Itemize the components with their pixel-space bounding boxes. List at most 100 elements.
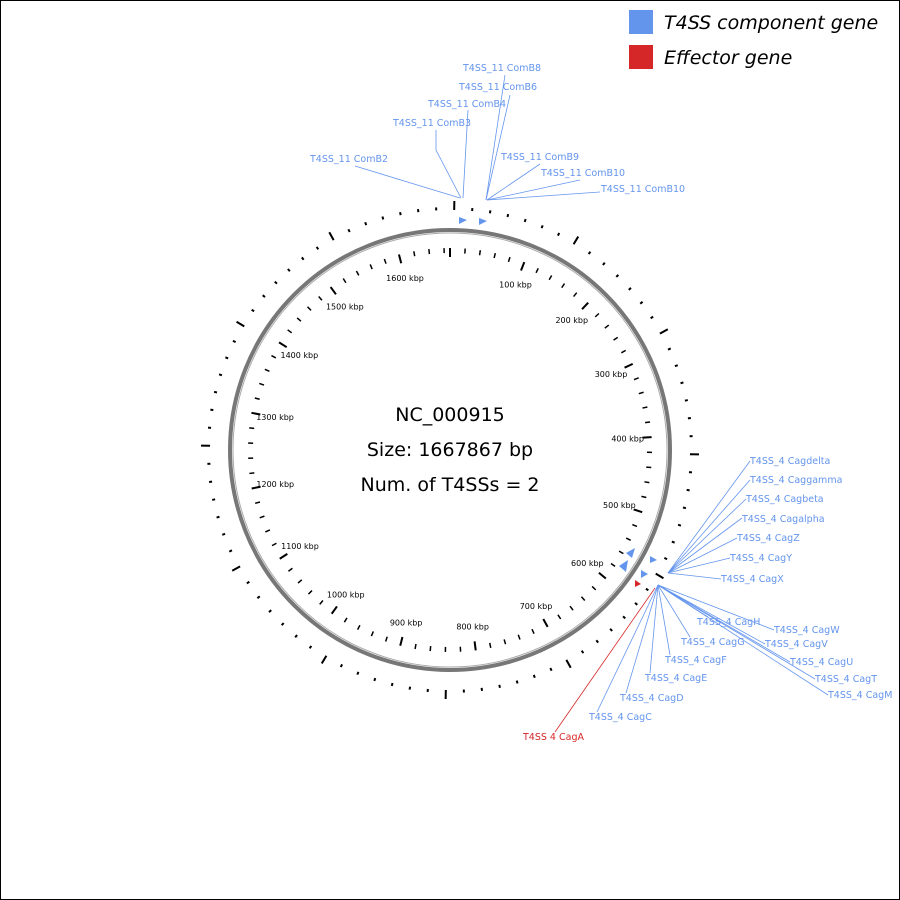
scale-tick bbox=[642, 406, 648, 409]
gene-leader bbox=[667, 479, 751, 574]
gene-arrow bbox=[459, 217, 467, 224]
scale-tick bbox=[620, 349, 627, 354]
scale-tick bbox=[473, 641, 477, 651]
gene-leader bbox=[667, 517, 743, 574]
gene-leader bbox=[657, 584, 671, 656]
gene-label: T4SS_4 CagW bbox=[773, 625, 840, 636]
gene-label: T4SS_11 ComB6 bbox=[458, 82, 537, 93]
gene-label: T4SS_11 ComB3 bbox=[392, 118, 471, 129]
scale-tick bbox=[535, 267, 539, 274]
scale-tick bbox=[414, 643, 417, 650]
scale-tick bbox=[633, 377, 639, 381]
gene-label: T4SS_4 Cagdelta bbox=[749, 456, 830, 467]
scale-tick bbox=[343, 617, 348, 623]
scale-tick bbox=[397, 254, 403, 264]
scale-tick bbox=[287, 329, 293, 334]
scale-tick bbox=[384, 636, 388, 642]
outer-tick bbox=[287, 268, 291, 272]
gene-label: T4SS_11 ComB4 bbox=[427, 99, 506, 110]
outer-tick bbox=[373, 677, 377, 682]
scale-label: 300 kbp bbox=[595, 370, 628, 379]
outer-tick bbox=[680, 381, 684, 385]
scale-tick bbox=[278, 341, 288, 349]
outer-tick bbox=[515, 680, 519, 684]
gene-leader bbox=[485, 94, 511, 201]
scale-label: 900 kbp bbox=[390, 619, 423, 628]
scale-tick bbox=[356, 624, 361, 630]
scale-tick bbox=[329, 286, 337, 295]
outer-tick bbox=[236, 320, 245, 328]
scale-tick bbox=[265, 529, 271, 533]
scale-tick bbox=[644, 481, 650, 484]
scale-label: 400 kbp bbox=[611, 435, 644, 444]
gene-leader bbox=[596, 584, 659, 713]
gene-label: T4SS_4 CagD bbox=[619, 693, 684, 704]
outer-tick bbox=[622, 615, 626, 620]
outer-tick bbox=[667, 347, 672, 351]
outer-tick bbox=[532, 674, 536, 679]
scale-tick bbox=[642, 436, 652, 439]
scale-tick bbox=[561, 283, 566, 289]
gene-label: T4SS_4 CagC bbox=[588, 712, 652, 723]
legend-swatch bbox=[629, 45, 653, 69]
scale-tick bbox=[569, 605, 574, 611]
scale-tick bbox=[319, 600, 324, 605]
gene-leader bbox=[486, 163, 541, 201]
outer-tick bbox=[381, 216, 385, 220]
scale-tick bbox=[613, 336, 619, 341]
scale-tick bbox=[520, 261, 526, 271]
scale-tick bbox=[287, 567, 293, 572]
scale-tick bbox=[604, 324, 610, 329]
outer-tick bbox=[216, 515, 220, 519]
outer-tick bbox=[655, 572, 664, 580]
gene-leader bbox=[667, 557, 731, 574]
scale-tick bbox=[306, 306, 312, 311]
scale-tick bbox=[625, 537, 632, 541]
outer-tick bbox=[218, 373, 223, 377]
gene-leader bbox=[485, 74, 506, 201]
gene-arrow bbox=[479, 218, 487, 225]
gene-leader bbox=[657, 584, 691, 638]
outer-tick bbox=[339, 663, 344, 668]
scale-tick bbox=[610, 562, 616, 568]
accession: NC_000915 bbox=[395, 404, 505, 426]
outer-tick bbox=[294, 634, 298, 638]
scale-tick bbox=[598, 572, 607, 580]
scale-label: 100 kbp bbox=[499, 280, 532, 289]
genome-circle-inner bbox=[232, 232, 668, 668]
gene-label: T4SS_4 CagU bbox=[789, 657, 853, 668]
gene-label: T4SS 4 CagA bbox=[522, 732, 584, 743]
scale-tick bbox=[330, 605, 338, 615]
legend-label: T4SS component gene bbox=[664, 12, 878, 34]
scale-tick bbox=[594, 312, 600, 318]
scale-label: 700 kbp bbox=[520, 602, 553, 611]
scale-label: 1300 kbp bbox=[256, 413, 294, 422]
outer-tick bbox=[671, 540, 675, 544]
scale-tick bbox=[503, 639, 507, 645]
scale-tick bbox=[580, 596, 586, 601]
gene-label: T4SS_4 CagH bbox=[696, 617, 760, 628]
scale-tick bbox=[307, 590, 313, 595]
outer-tick bbox=[246, 580, 250, 585]
gene-label: T4SS_4 CagE bbox=[644, 673, 707, 684]
gene-arrow bbox=[619, 560, 628, 572]
genome-size: Size: 1667867 bp bbox=[367, 439, 533, 461]
outer-tick bbox=[256, 595, 261, 599]
gene-leader bbox=[657, 584, 816, 680]
outer-tick bbox=[231, 565, 241, 572]
outer-tick bbox=[663, 556, 668, 561]
gene-leader bbox=[486, 179, 581, 201]
outer-tick bbox=[565, 659, 572, 669]
scale-tick bbox=[369, 264, 373, 270]
gene-leader bbox=[667, 572, 722, 580]
gene-label: T4SS_4 CagF bbox=[664, 655, 727, 666]
outer-tick bbox=[602, 262, 606, 266]
scale-label: 1600 kbp bbox=[386, 274, 424, 283]
outer-tick bbox=[213, 390, 218, 394]
gene-label: T4SS_4 Cagbeta bbox=[745, 494, 824, 505]
outer-tick bbox=[315, 246, 320, 250]
scale-tick bbox=[641, 495, 647, 499]
outer-tick bbox=[320, 655, 328, 664]
outer-tick bbox=[262, 294, 266, 298]
outer-tick bbox=[682, 506, 687, 510]
